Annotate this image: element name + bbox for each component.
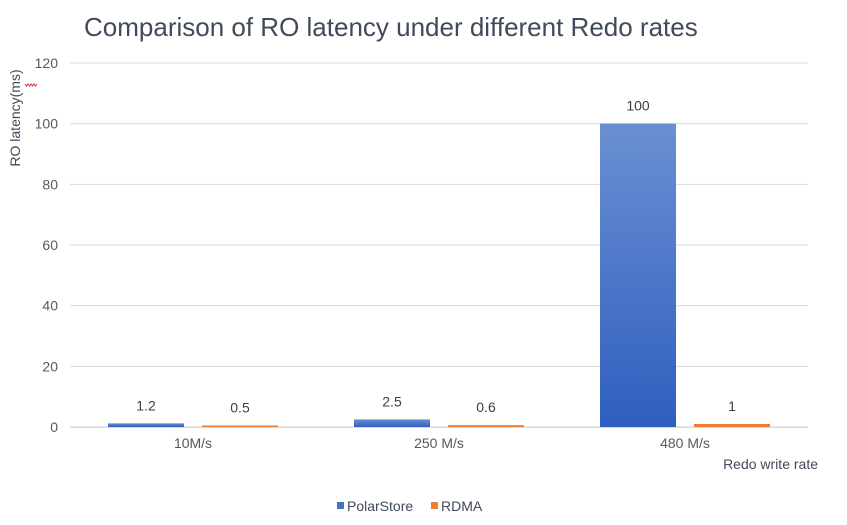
legend-label: RDMA (441, 498, 483, 514)
data-label: 100 (626, 98, 650, 114)
bar-rdma-2 (694, 423, 770, 427)
y-tick-label: 100 (35, 116, 59, 132)
y-tick-label: 80 (42, 176, 58, 192)
bar-polarstore-0 (108, 423, 184, 427)
y-tick-label: 120 (35, 55, 59, 71)
gridlines (70, 62, 808, 428)
data-labels: 1.2 0.5 2.5 0.6 100 1 (136, 98, 736, 416)
y-axis-label: RO latency(ms) (7, 69, 23, 166)
data-label: 2.5 (382, 393, 402, 409)
data-label: 0.6 (476, 399, 496, 415)
y-axis-ticks: 0 20 40 60 80 100 120 (35, 55, 59, 435)
bars (108, 123, 770, 428)
bar-polarstore-1 (354, 419, 430, 427)
x-tick-label: 480 M/s (660, 435, 710, 451)
data-label: 1.2 (136, 397, 156, 413)
bar-rdma-1 (448, 425, 524, 427)
x-axis-ticks: 10M/s 250 M/s 480 M/s (174, 435, 710, 451)
legend-swatch-rdma (431, 502, 438, 509)
legend: PolarStore RDMA (337, 498, 483, 514)
legend-swatch-polarstore (337, 502, 344, 509)
x-tick-label: 250 M/s (414, 435, 464, 451)
data-label: 0.5 (230, 399, 250, 415)
y-tick-label: 60 (42, 237, 58, 253)
spellcheck-underline (24, 83, 38, 87)
y-tick-label: 20 (42, 358, 58, 374)
y-tick-label: 0 (50, 419, 58, 435)
x-axis-label: Redo write rate (723, 456, 818, 472)
legend-label: PolarStore (347, 498, 413, 514)
chart-title: Comparison of RO latency under different… (84, 12, 698, 42)
bar-rdma-0 (202, 425, 278, 427)
x-tick-label: 10M/s (174, 435, 212, 451)
y-tick-label: 40 (42, 298, 58, 314)
bar-polarstore-2 (600, 123, 676, 428)
data-label: 1 (728, 398, 736, 414)
